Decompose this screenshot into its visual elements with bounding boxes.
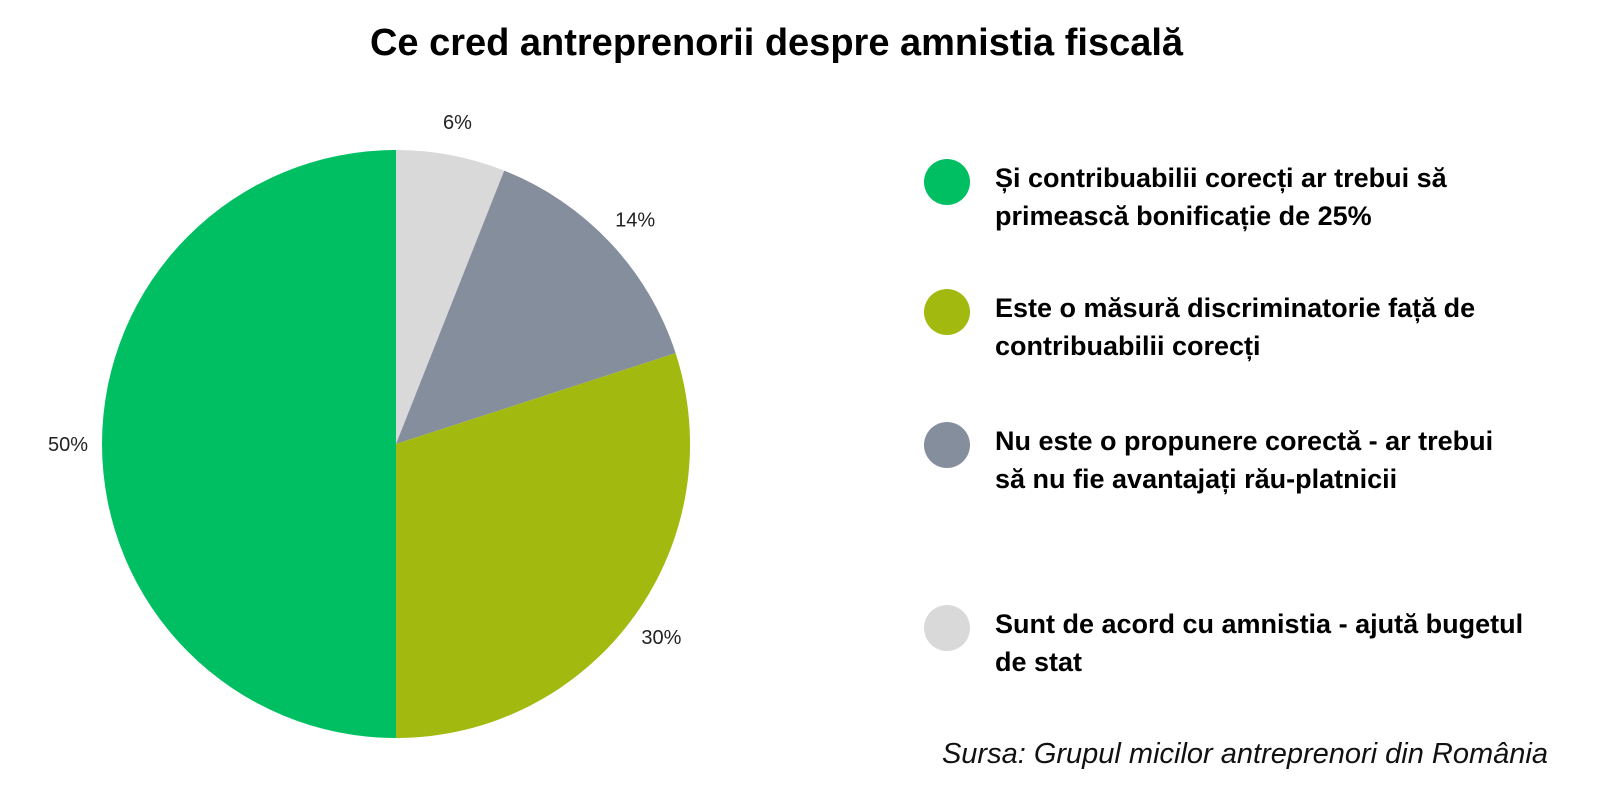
legend-swatch <box>924 289 970 335</box>
slice-data-label: 14% <box>615 209 655 231</box>
pie-slice <box>102 150 396 738</box>
legend-item: Este o măsură discriminatorie față de co… <box>924 289 1525 365</box>
pie-slice <box>396 353 690 738</box>
legend-item: Sunt de acord cu amnistia - ajută bugetu… <box>924 605 1525 681</box>
pie-slice <box>396 170 676 445</box>
legend-label: Nu este o propunere corectă - ar trebui … <box>995 426 1494 494</box>
legend-label: Și contribuabilii corecți ar trebui să p… <box>995 163 1447 231</box>
legend-item: Și contribuabilii corecți ar trebui să p… <box>924 159 1525 235</box>
source-note: Sursa: Grupul micilor antreprenori din R… <box>941 738 1548 770</box>
pie-chart: 6% 14% 30% 50% <box>48 112 690 738</box>
legend-item: Nu este o propunere corectă - ar trebui … <box>924 422 1525 498</box>
slice-data-label: 6% <box>443 112 472 134</box>
pie-slice <box>396 150 505 444</box>
slice-data-label: 50% <box>48 434 88 456</box>
legend-swatch <box>924 159 970 205</box>
legend-swatch <box>924 422 970 468</box>
legend-label: Sunt de acord cu amnistia - ajută bugetu… <box>995 609 1524 677</box>
slice-data-label: 30% <box>641 627 681 649</box>
chart-title: Ce cred antreprenorii despre amnistia fi… <box>369 22 1184 64</box>
legend-label: Este o măsură discriminatorie față de co… <box>995 293 1476 361</box>
legend-swatch <box>924 605 970 651</box>
